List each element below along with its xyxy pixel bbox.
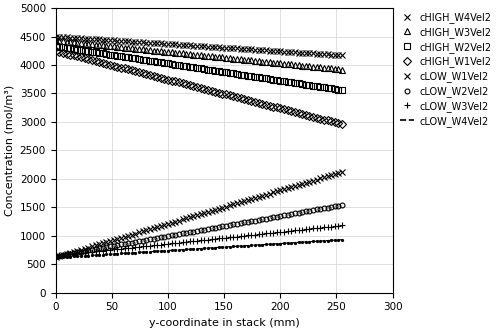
X-axis label: y-coordinate in stack (mm): y-coordinate in stack (mm)	[149, 318, 300, 328]
Y-axis label: Concentration (mol/m³): Concentration (mol/m³)	[4, 85, 14, 216]
Legend: cHIGH_W4Vel2, cHIGH_W3Vel2, cHIGH_W2Vel2, cHIGH_W1Vel2, cLOW_W1Vel2, cLOW_W2Vel2: cHIGH_W4Vel2, cHIGH_W3Vel2, cHIGH_W2Vel2…	[396, 8, 496, 130]
